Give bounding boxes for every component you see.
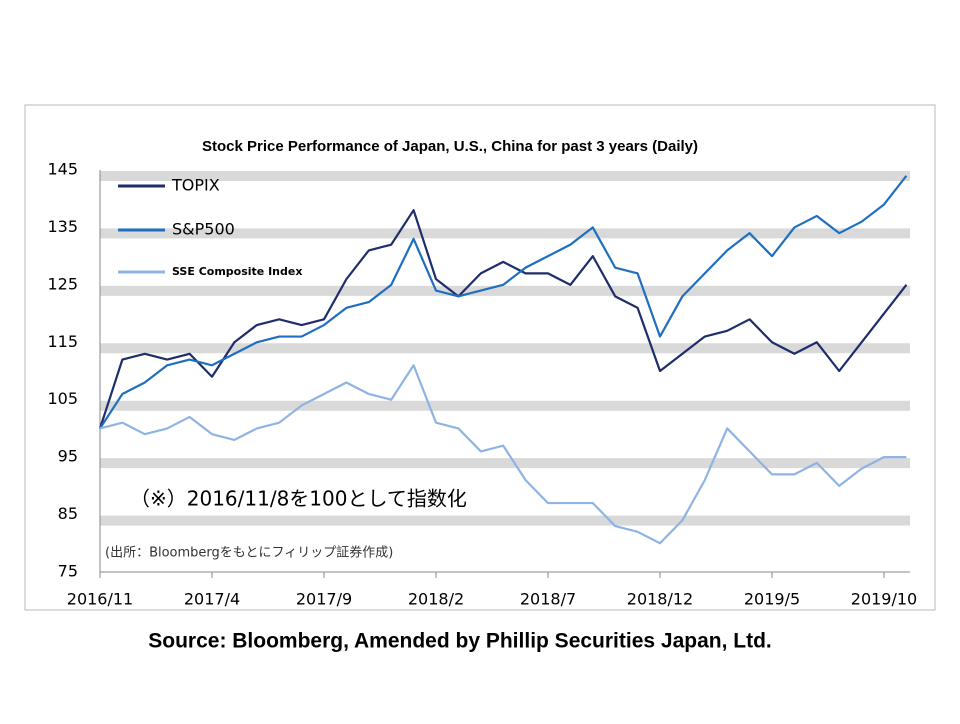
- x-tick-label: 2018/2: [408, 590, 464, 609]
- y-tick-label: 95: [58, 447, 78, 466]
- y-tick-label: 135: [47, 217, 78, 236]
- legend-label: SSE Composite Index: [172, 265, 302, 278]
- line-series: [99, 175, 908, 430]
- legend-label: TOPIX: [171, 176, 220, 195]
- y-tick-label: 85: [58, 504, 78, 523]
- y-tick-label: 115: [47, 332, 78, 351]
- annotation: (出所：Bloombergをもとにフィリップ証券作成): [105, 545, 393, 561]
- line-series: [98, 209, 908, 429]
- x-tick-label: 2016/11: [67, 590, 133, 609]
- chart-title: Stock Price Performance of Japan, U.S., …: [202, 138, 698, 155]
- y-tick-label: 145: [47, 160, 78, 179]
- legend-label: S&P500: [172, 220, 235, 239]
- x-tick-label: 2019/5: [744, 590, 800, 609]
- line-series: [99, 364, 907, 545]
- x-tick-label: 2019/10: [851, 590, 917, 609]
- y-tick-label: 75: [58, 562, 78, 581]
- x-tick-label: 2018/12: [627, 590, 693, 609]
- source: Source: Bloomberg, Amended by Phillip Se…: [148, 630, 772, 653]
- x-tick-label: 2017/4: [184, 590, 240, 609]
- x-tick-label: 2017/9: [296, 590, 352, 609]
- annotation: （※）2016/11/8を100として指数化: [130, 487, 467, 511]
- y-tick-label: 125: [47, 274, 78, 293]
- y-tick-label: 105: [47, 389, 78, 408]
- x-tick-label: 2018/7: [520, 590, 576, 609]
